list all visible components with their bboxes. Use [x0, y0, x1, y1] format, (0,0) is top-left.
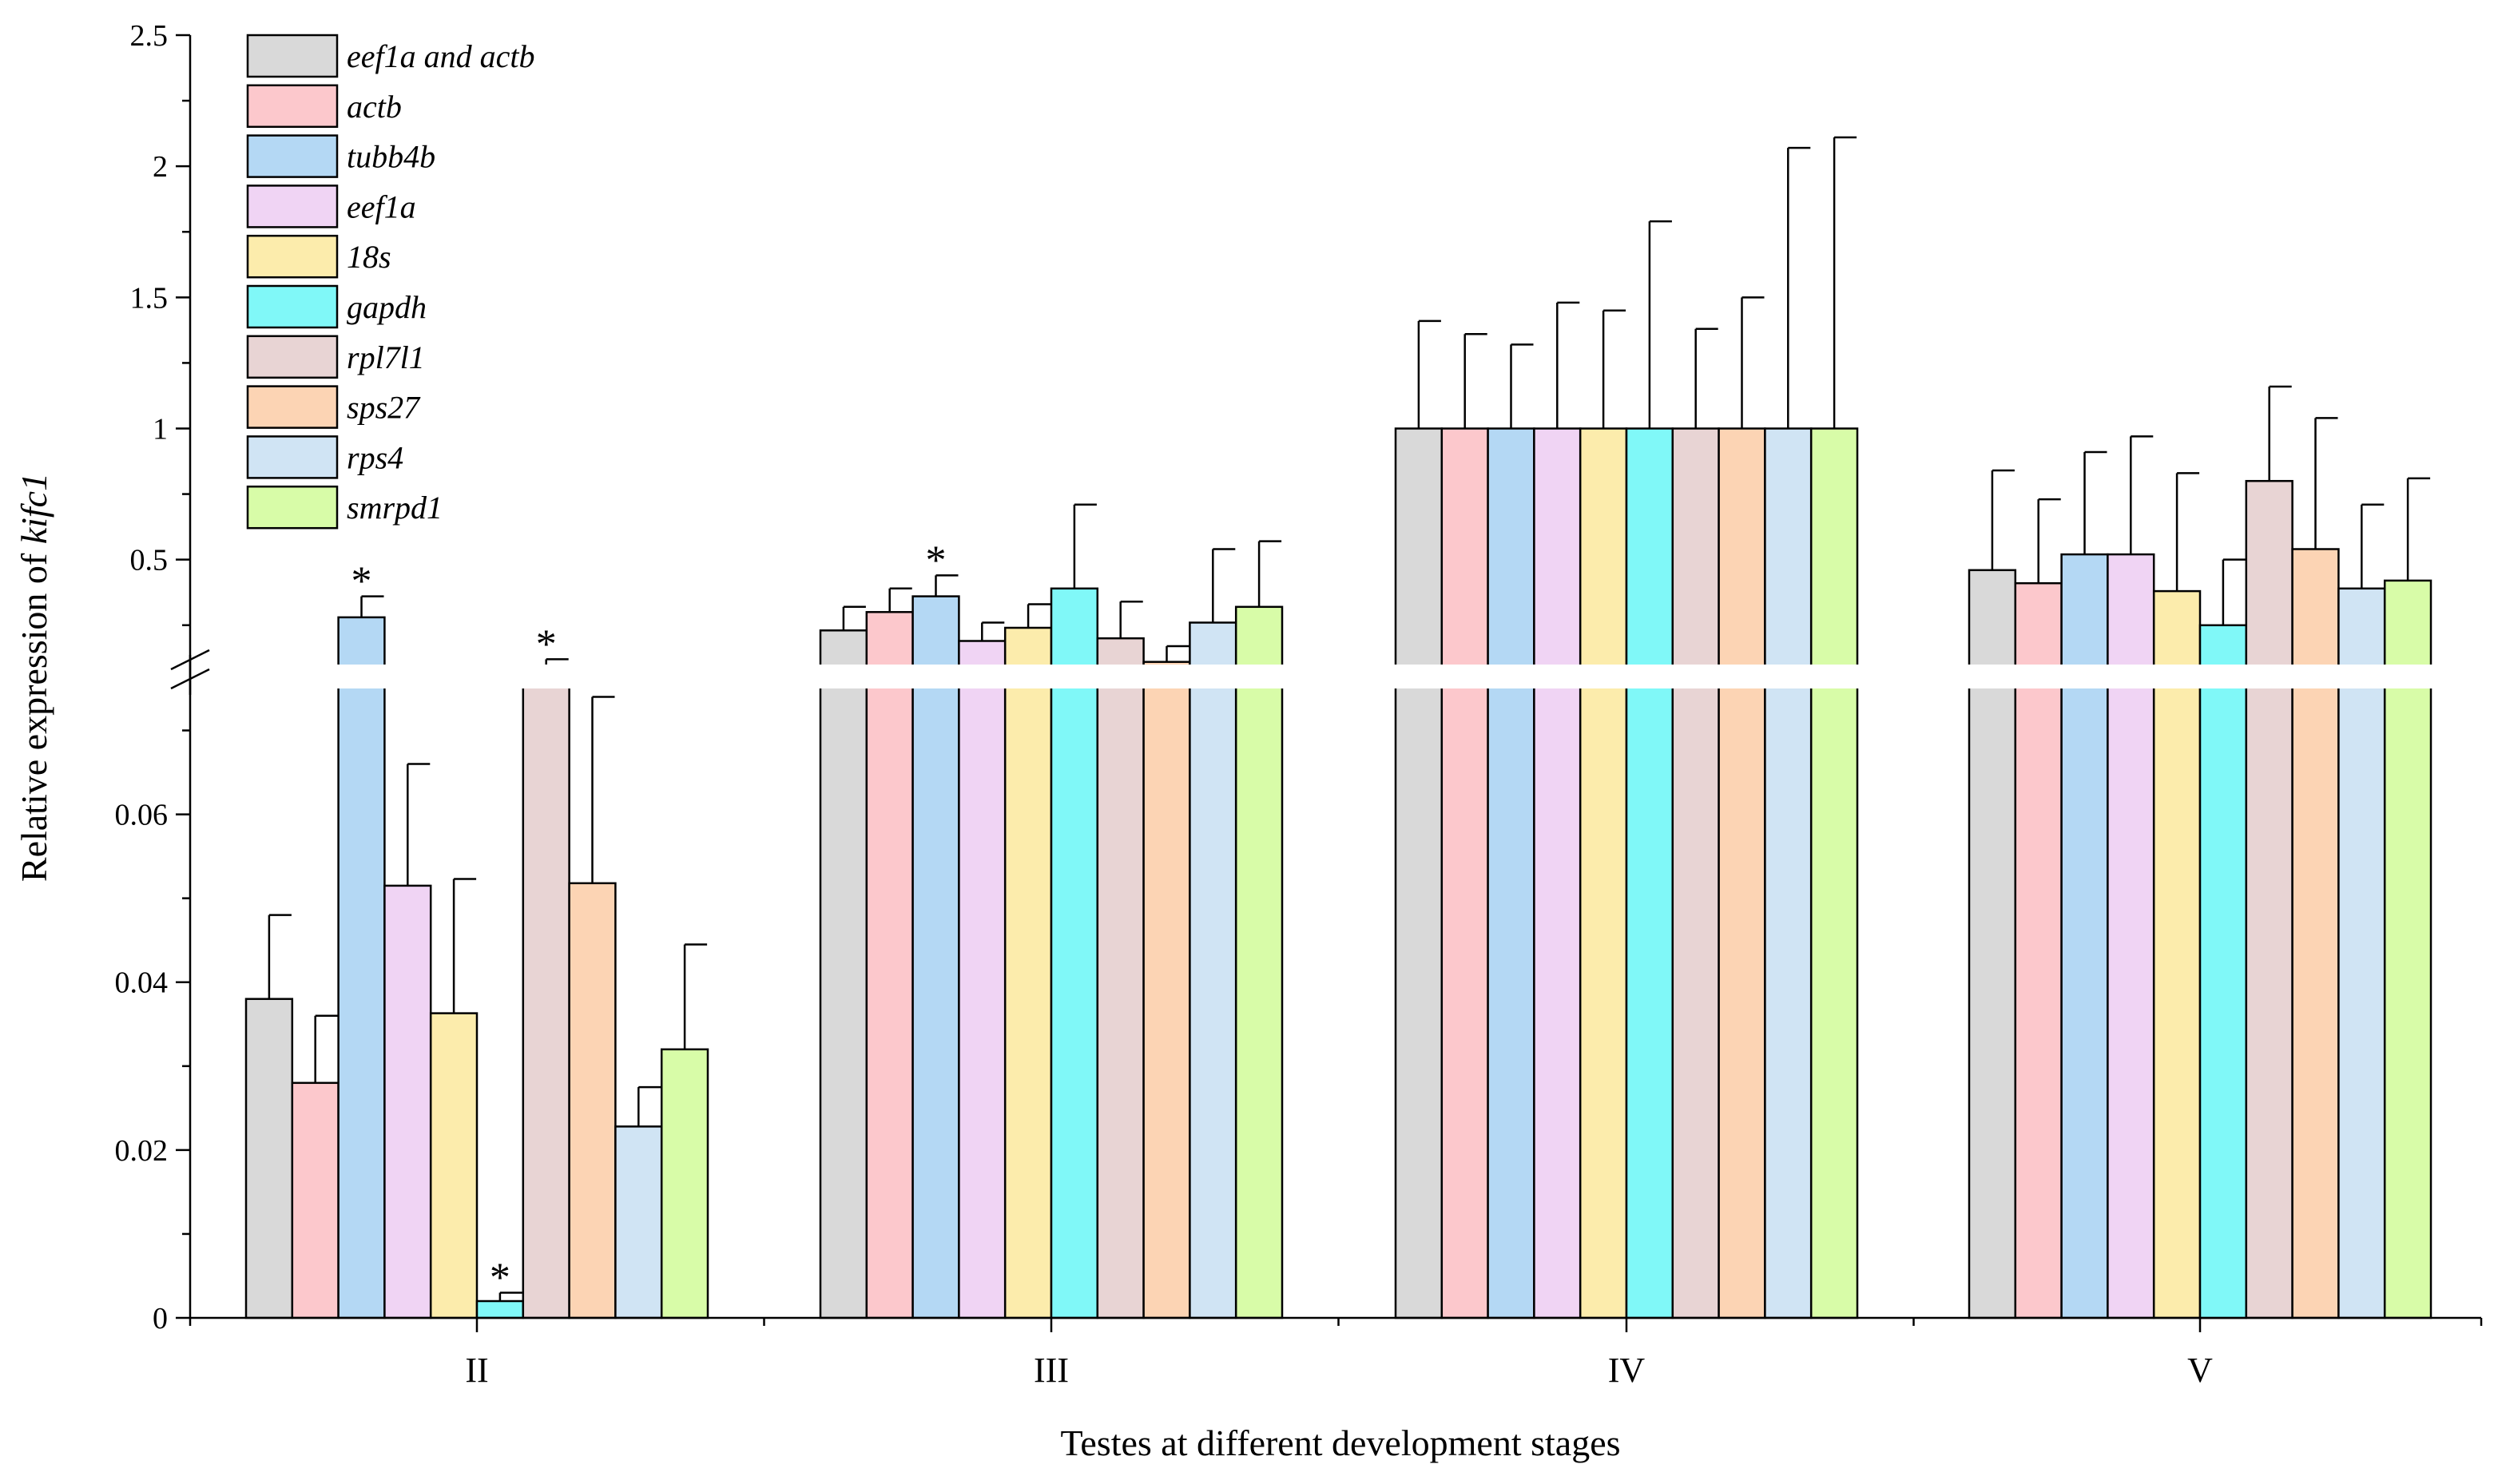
x-axis-title: Testes at different development stages — [1060, 1422, 1620, 1463]
x-tick-label: III — [1034, 1351, 1069, 1390]
bar-IV-tubb4b — [1487, 427, 1535, 1319]
bar-V-actb — [2014, 581, 2063, 1319]
y-tick-label: 0.04 — [115, 966, 169, 1000]
legend-label: gapdh — [347, 289, 427, 325]
bar-IV-rpl7l1 — [1671, 427, 1720, 1319]
y-axis-title-gene: kifc1 — [14, 473, 54, 544]
axis-break-gap — [190, 665, 2491, 688]
bar-II-sps27 — [568, 882, 617, 1319]
legend-swatch-rps4 — [246, 435, 339, 479]
x-tick-label: IV — [1608, 1351, 1646, 1390]
bar-II-rps4 — [614, 1125, 663, 1319]
significance-star: * — [926, 538, 947, 583]
bar-II-rpl7l1 — [522, 675, 570, 1319]
legend-label: tubb4b — [347, 139, 435, 175]
bar-V-sps27 — [2291, 548, 2340, 1319]
y-tick-label: 0.5 — [130, 544, 169, 577]
bar-IV-eef1a — [1533, 427, 1582, 1319]
bar-III-eef1a — [958, 640, 1007, 1319]
error-bars-layer — [268, 136, 2431, 1301]
bar-IV-eef1a-and-actb — [1394, 427, 1444, 1319]
bar-III-sps27 — [1142, 661, 1191, 1319]
bar-II-18s — [429, 1012, 479, 1319]
y-axis-title: Relative expression of kifc1 — [14, 473, 54, 882]
bars-layer — [244, 427, 2432, 1319]
legend-swatch-actb — [246, 84, 339, 129]
legend-label: sps27 — [347, 390, 421, 426]
x-tick-label: II — [465, 1351, 488, 1390]
y-tick-label: 0.06 — [115, 799, 169, 832]
bar-II-eef1a-and-actb — [244, 998, 294, 1319]
legend-label: eef1a and actb — [347, 38, 535, 74]
legend-label: smrpd1 — [347, 490, 443, 526]
bar-III-actb — [865, 611, 914, 1319]
bar-IV-rps4 — [1764, 427, 1813, 1319]
bar-III-smrpd1 — [1234, 605, 1284, 1319]
bar-III-18s — [1003, 626, 1053, 1319]
legend-label: rpl7l1 — [347, 339, 425, 375]
bar-II-actb — [291, 1081, 340, 1319]
significance-layer: * * * * — [351, 538, 947, 1300]
bar-III-gapdh — [1050, 587, 1099, 1319]
y-tick-label: 1.5 — [130, 281, 169, 315]
bar-V-rps4 — [2337, 587, 2386, 1319]
bar-III-eef1a-and-actb — [819, 629, 868, 1319]
bar-V-eef1a-and-actb — [1968, 569, 2017, 1319]
legend-swatch-18s — [246, 234, 339, 279]
bar-IV-actb — [1440, 427, 1489, 1319]
bar-IV-sps27 — [1718, 427, 1766, 1319]
bar-V-18s — [2152, 589, 2202, 1319]
x-tick-label: V — [2187, 1351, 2213, 1390]
legend-swatch-gapdh — [246, 284, 339, 329]
bar-III-tubb4b — [911, 595, 960, 1319]
bar-II-smrpd1 — [660, 1048, 709, 1319]
y-tick-label: 2 — [153, 150, 168, 184]
axis-break-mark-lower — [170, 668, 210, 690]
significance-star: * — [536, 621, 557, 667]
bar-II-tubb4b — [337, 616, 386, 1319]
bar-III-rps4 — [1189, 621, 1237, 1319]
significance-star: * — [490, 1255, 510, 1300]
significance-star: * — [351, 559, 372, 605]
legend-label: rps4 — [347, 439, 403, 475]
axes-layer: 00.020.040.060.511.522.5II III IV V — [115, 19, 2483, 1390]
bar-II-gapdh — [475, 1299, 525, 1319]
y-tick-label: 2.5 — [130, 19, 169, 53]
bar-II-eef1a — [383, 884, 432, 1319]
bar-III-rpl7l1 — [1096, 637, 1145, 1319]
legend-label: actb — [347, 89, 402, 125]
legend-swatch-eef1a — [246, 185, 339, 228]
y-tick-label: 0.02 — [115, 1134, 169, 1168]
legend-swatch-sps27 — [246, 385, 339, 429]
y-tick-label: 0 — [153, 1302, 168, 1335]
legend-swatch-tubb4b — [246, 134, 339, 178]
axis-break-mark-upper — [170, 649, 210, 671]
bar-V-rpl7l1 — [2245, 479, 2294, 1319]
bar-V-gapdh — [2198, 624, 2248, 1319]
bar-V-smrpd1 — [2383, 579, 2432, 1319]
bar-IV-smrpd1 — [1809, 427, 1859, 1319]
y-axis-title-prefix: Relative expression of — [14, 544, 54, 882]
legend-swatch-eef1a-and-actb — [246, 34, 339, 78]
y-tick-label: 1 — [153, 413, 168, 446]
bar-IV-gapdh — [1625, 427, 1674, 1319]
legend-swatch-smrpd1 — [246, 485, 339, 530]
legend-swatch-rpl7l1 — [246, 335, 339, 379]
legend-label: eef1a — [347, 188, 416, 224]
bar-IV-18s — [1579, 427, 1628, 1319]
legend: eef1a and actb actb tubb4b eef1a 18s gapdh rpl… — [246, 34, 535, 530]
legend-label: 18s — [347, 239, 391, 275]
